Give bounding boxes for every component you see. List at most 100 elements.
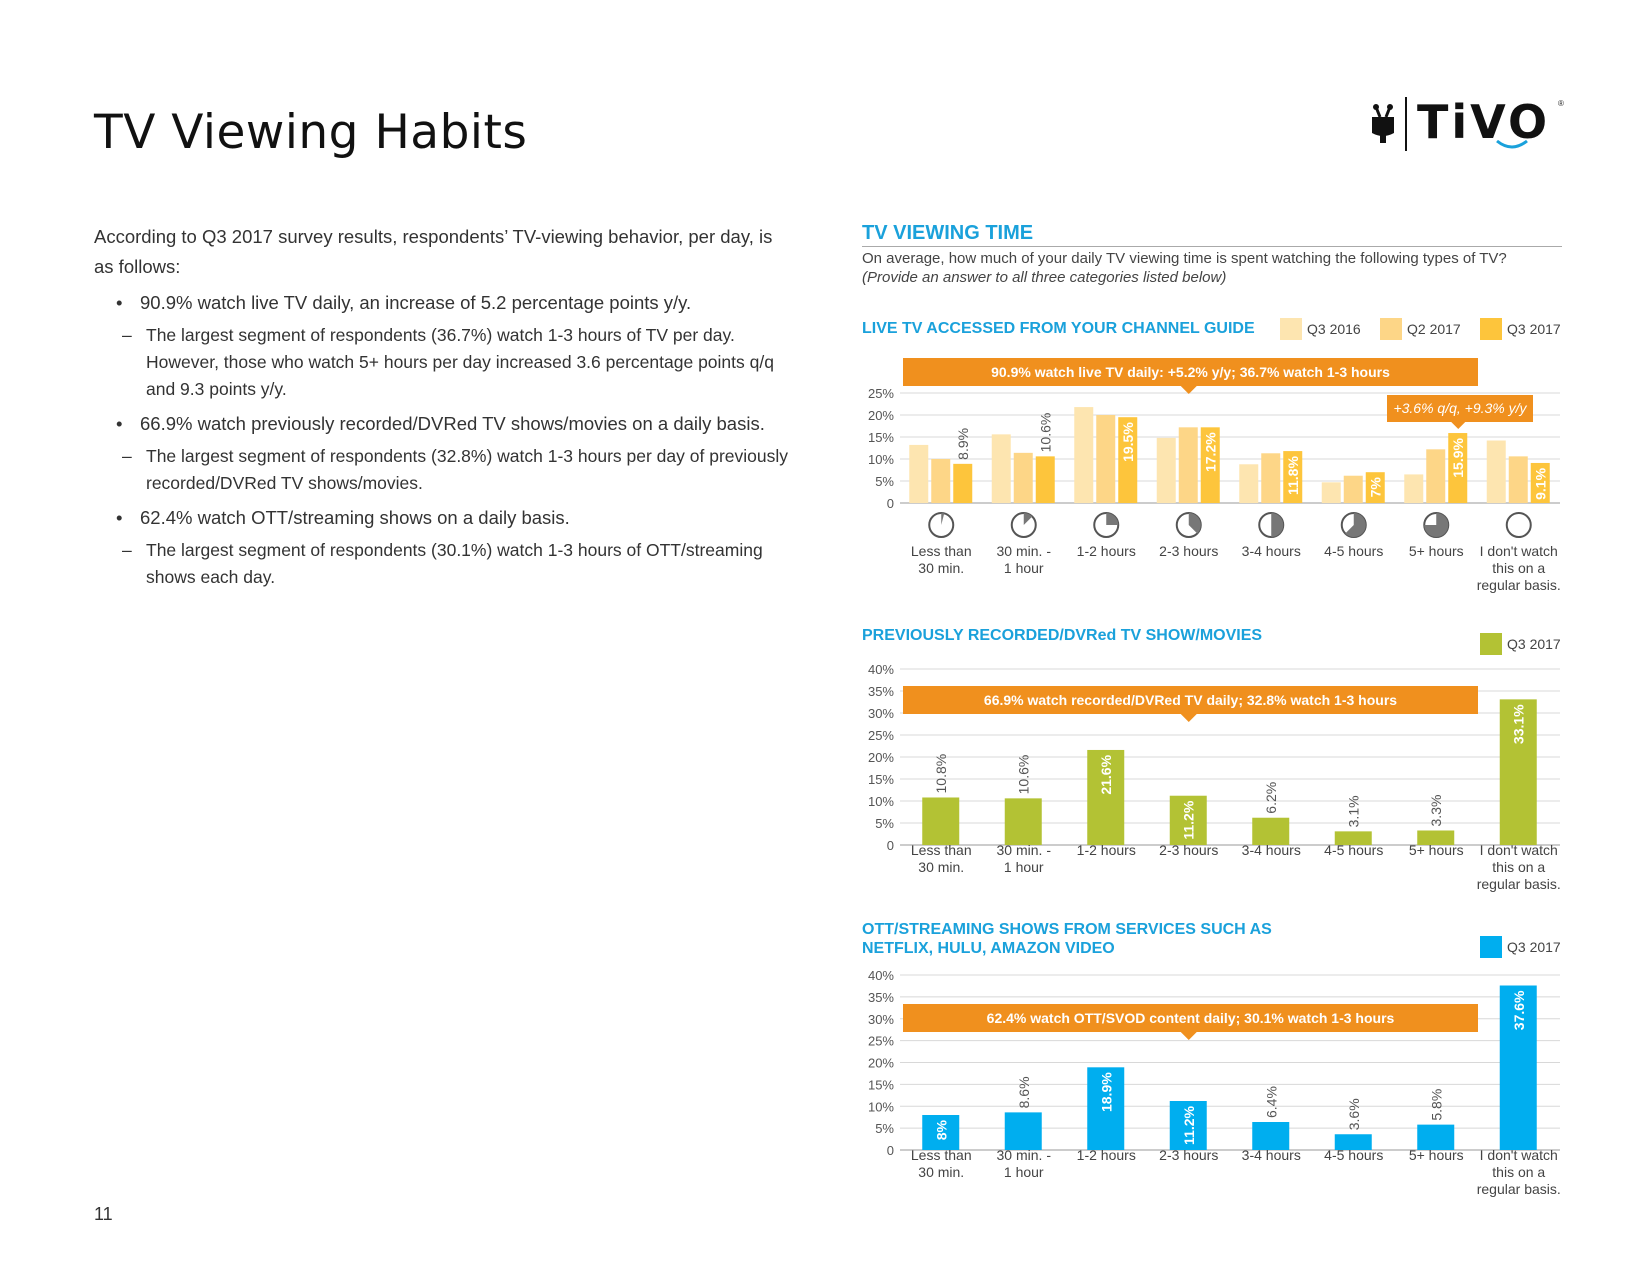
x-tick-label: 3-4 hours	[1242, 543, 1301, 559]
bar	[1156, 437, 1176, 503]
chart-3: OTT/STREAMING SHOWS FROM SERVICES SUCH A…	[862, 921, 1561, 1197]
bar	[1169, 795, 1207, 845]
clock-fill	[1023, 513, 1033, 525]
data-label: 18.9%	[1098, 1072, 1114, 1112]
data-label: 21.6%	[1098, 754, 1114, 794]
chart-title: OTT/STREAMING SHOWS FROM SERVICES SUCH A…	[862, 921, 1272, 938]
data-label: 37.6%	[1511, 990, 1527, 1030]
data-label: 11.2%	[1181, 1105, 1197, 1144]
x-tick-label: 4-5 hours	[1324, 543, 1383, 559]
x-tick-label: I don't watch	[1480, 543, 1558, 559]
data-label: 7%	[1368, 477, 1384, 498]
bar	[1499, 985, 1537, 1150]
sub-item: The largest segment of respondents (36.7…	[94, 322, 794, 403]
bar	[1252, 1122, 1290, 1150]
bar	[1508, 456, 1528, 503]
data-label: 33.1%	[1511, 704, 1527, 744]
logo-registered-mark: ®	[1558, 99, 1564, 108]
x-tick-label: 1 hour	[1004, 859, 1044, 875]
callout-text: +3.6% q/q, +9.3% y/y	[1393, 400, 1527, 416]
y-tick-label: 5%	[875, 816, 894, 831]
x-tick-label: 2-3 hours	[1159, 842, 1218, 858]
y-tick-label: 0	[887, 496, 894, 511]
bar	[1035, 456, 1055, 503]
chart-title: LIVE TV ACCESSED FROM YOUR CHANNEL GUIDE	[862, 320, 1255, 337]
chart-1: LIVE TV ACCESSED FROM YOUR CHANNEL GUIDE…	[862, 318, 1561, 593]
y-tick-label: 15%	[868, 430, 894, 445]
clock-fill	[1345, 513, 1366, 537]
bar	[1417, 1124, 1455, 1150]
x-tick-label: this on a	[1492, 560, 1545, 576]
chart-title: PREVIOUSLY RECORDED/DVRed TV SHOW/MOVIES	[862, 627, 1262, 644]
section-rule	[862, 246, 1562, 247]
x-tick-label: 2-3 hours	[1159, 543, 1218, 559]
bar	[1096, 415, 1116, 503]
x-tick-label: 30 min.	[918, 859, 964, 875]
tivo-logo: TiVO ®	[1355, 95, 1565, 153]
data-label: 3.1%	[1346, 795, 1362, 827]
intro-paragraph: According to Q3 2017 survey results, res…	[94, 226, 773, 277]
x-tick-label: 1 hour	[1004, 560, 1044, 576]
y-tick-label: 20%	[868, 408, 894, 423]
bar	[1417, 830, 1455, 845]
data-label: 6.4%	[1263, 1086, 1279, 1118]
y-tick-label: 10%	[868, 452, 894, 467]
bar	[931, 459, 951, 503]
tivo-robot-icon	[1372, 104, 1394, 143]
bar	[1486, 440, 1506, 503]
data-label: 3.6%	[1346, 1098, 1362, 1130]
y-tick-label: 0	[887, 838, 894, 853]
bar	[922, 1115, 960, 1150]
bar	[1200, 427, 1220, 503]
y-tick-label: 15%	[868, 772, 894, 787]
data-label: 11.8%	[1285, 456, 1301, 495]
callout-box	[903, 358, 1478, 386]
legend-label: Q3 2017	[1507, 939, 1561, 955]
data-label: 10.6%	[1038, 413, 1054, 453]
bar	[1530, 462, 1550, 503]
data-label: 10.8%	[933, 754, 949, 794]
y-tick-label: 40%	[868, 662, 894, 677]
section-note: (Provide an answer to all three categori…	[862, 269, 1227, 286]
callout-text: 66.9% watch recorded/DVRed TV daily; 32.…	[984, 692, 1397, 708]
clock-fill	[941, 513, 945, 525]
x-tick-label: Less than	[911, 1147, 972, 1163]
bullet-item: 62.4% watch OTT/streaming shows on a dai…	[94, 503, 794, 533]
data-label: 5.8%	[1428, 1089, 1444, 1121]
logo-smile-icon	[1496, 139, 1528, 149]
y-tick-label: 5%	[875, 474, 894, 489]
y-tick-label: 0	[887, 1143, 894, 1158]
data-label: 3.3%	[1428, 795, 1444, 827]
y-tick-label: 35%	[868, 684, 894, 699]
bar	[1261, 453, 1281, 503]
x-tick-label: 4-5 hours	[1324, 842, 1383, 858]
data-label: 10.6%	[1016, 755, 1032, 795]
clock-icon	[1505, 512, 1532, 538]
x-tick-label: Less than	[911, 543, 972, 559]
y-tick-label: 10%	[868, 794, 894, 809]
bar	[1239, 464, 1259, 503]
clock-fill	[1424, 513, 1449, 537]
data-label: 17.2%	[1203, 432, 1219, 472]
bar	[909, 444, 929, 503]
legend-label: Q3 2017	[1507, 636, 1561, 652]
bar	[1178, 427, 1198, 503]
callout-text: 62.4% watch OTT/SVOD content daily; 30.1…	[987, 1010, 1395, 1026]
x-tick-label: I don't watch	[1480, 1147, 1558, 1163]
data-label: 11.2%	[1181, 800, 1197, 839]
x-tick-label: this on a	[1492, 1164, 1545, 1180]
logo-wordmark: TiVO	[1417, 95, 1551, 149]
y-tick-label: 35%	[868, 990, 894, 1005]
section-title: TV VIEWING TIME	[862, 222, 1034, 244]
bar	[1365, 472, 1385, 503]
chart-2: PREVIOUSLY RECORDED/DVRed TV SHOW/MOVIES…	[862, 627, 1561, 892]
callout-pointer	[1180, 1032, 1197, 1040]
bar	[1283, 451, 1303, 503]
x-tick-label: this on a	[1492, 859, 1545, 875]
legend-swatch	[1480, 633, 1502, 655]
x-tick-label: 30 min.	[918, 560, 964, 576]
bar	[1404, 474, 1424, 503]
x-tick-label: Less than	[911, 842, 972, 858]
data-label: 6.2%	[1263, 782, 1279, 814]
data-label: 8%	[933, 1119, 949, 1140]
